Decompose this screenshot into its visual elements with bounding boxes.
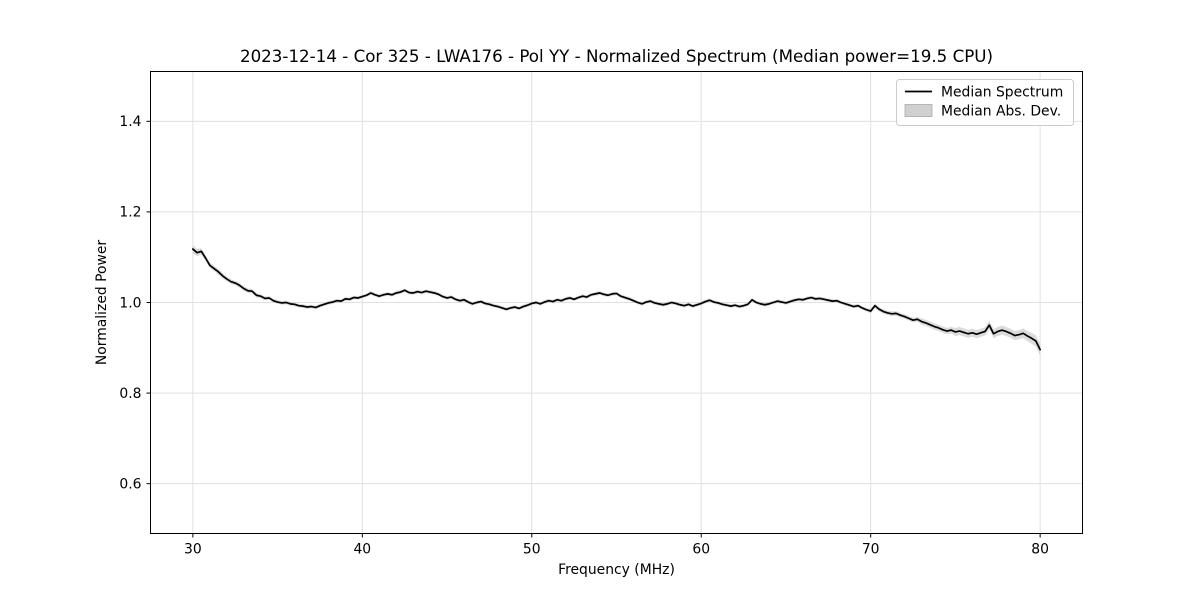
legend-label-median-spectrum: Median Spectrum: [941, 84, 1063, 100]
x-tick-label: 70: [862, 542, 880, 558]
legend-label-mad: Median Abs. Dev.: [941, 103, 1061, 119]
y-tick-labels: 0.6 0.8 1.0 1.2 1.4: [119, 114, 141, 492]
y-tick-label: 1.2: [119, 205, 141, 221]
x-tick-label: 50: [523, 542, 541, 558]
x-tick-labels: 30 40 50 60 70 80: [184, 542, 1049, 558]
legend-patch-sample: [904, 104, 933, 117]
grid-lines: [150, 71, 1083, 534]
x-tick-label: 30: [184, 542, 202, 558]
x-tick-label: 60: [692, 542, 710, 558]
x-axis-label: Frequency (MHz): [558, 562, 675, 578]
y-tick-label: 0.6: [119, 476, 141, 492]
axis-ticks: [146, 120, 1041, 538]
median-spectrum-line: [192, 248, 1041, 351]
y-tick-label: 0.8: [119, 386, 141, 402]
y-axis-label: Normalized Power: [94, 240, 110, 365]
y-tick-label: 1.4: [119, 114, 141, 130]
x-tick-label: 40: [353, 542, 371, 558]
legend: Median Spectrum Median Abs. Dev.: [896, 79, 1074, 126]
x-tick-label: 80: [1031, 542, 1049, 558]
legend-box: [896, 79, 1074, 126]
mad-band: [192, 244, 1041, 356]
chart-title: 2023-12-14 - Cor 325 - LWA176 - Pol YY -…: [240, 46, 993, 66]
y-tick-label: 1.0: [119, 295, 141, 311]
